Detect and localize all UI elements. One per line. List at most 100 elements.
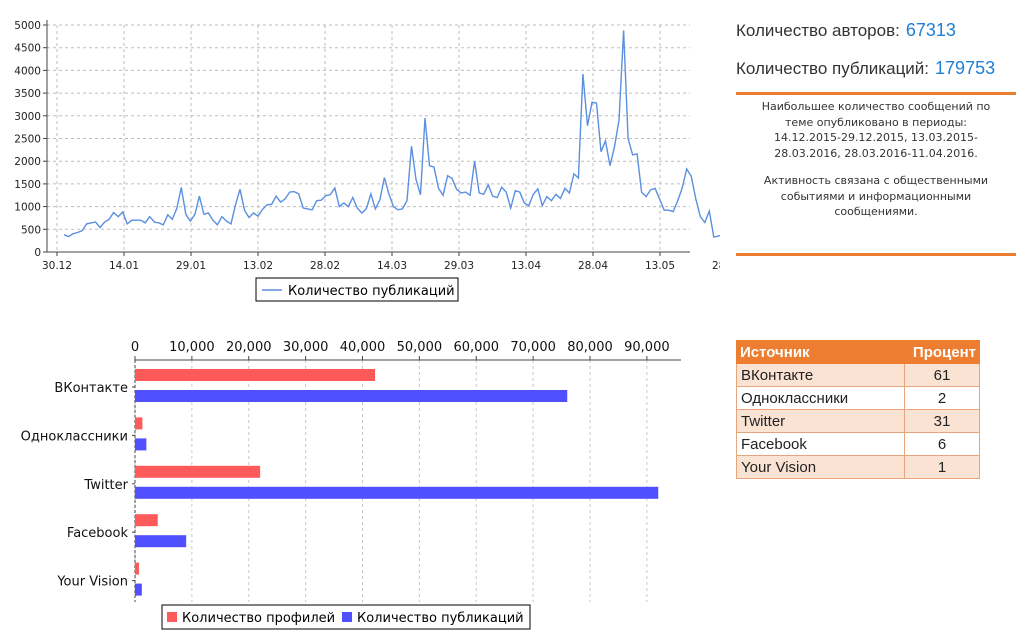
table-cell-percent: 1 (904, 455, 980, 479)
info-line: теме опубликовано в периоды: (785, 115, 967, 129)
x-tick-label: 13.05 (645, 260, 675, 272)
y-tick-label: 2500 (14, 134, 41, 146)
bar-chart-legend: Количество профилей Количество публикаци… (161, 604, 531, 630)
line-chart-x-ticks: 30.12 14.01 29.01 13.02 28.02 14.03 29.03 13.04… (42, 252, 720, 272)
publications-stat: Количество публикаций: 179753 (736, 58, 1018, 81)
x-tick-label: 13.04 (511, 260, 541, 272)
x-tick-label: 10,000 (169, 340, 215, 355)
y-tick-label: 4000 (14, 65, 41, 77)
x-tick-label: 29.03 (444, 260, 474, 272)
x-tick-label: 50,000 (397, 340, 443, 355)
bar-profiles (135, 417, 143, 430)
y-tick-label: 3000 (14, 111, 41, 123)
x-tick-label: 28.02 (310, 260, 340, 272)
authors-value: 67313 (905, 20, 956, 40)
bar-chart-x-ticks: 0 10,000 20,000 30,000 40,000 50,000 60,000 70,… (131, 340, 670, 360)
publications-value: 179753 (935, 58, 996, 78)
source-percent-table: Источник Процент ВКонтакте 61 Одноклассн… (736, 340, 980, 479)
x-tick-label: 80,000 (567, 340, 613, 355)
x-tick-label: 14.01 (109, 260, 139, 272)
legend-label-publications: Количество публикаций (357, 611, 524, 626)
table-cell-source: Twitter (736, 409, 905, 433)
info-line: событиями и информационными (780, 189, 972, 203)
x-tick-label: 30,000 (283, 340, 329, 355)
x-tick-label: 28.04 (578, 260, 608, 272)
table-cell-source: Facebook (736, 432, 905, 456)
table-cell-percent: 6 (904, 432, 980, 456)
legend-label-profiles: Количество профилей (182, 611, 335, 626)
series-line-publications (63, 30, 720, 238)
legend-label-publications: Количество публикаций (288, 284, 455, 299)
line-chart-axes (46, 20, 690, 253)
bar-publications (135, 486, 659, 499)
x-tick-label: 29.01 (176, 260, 206, 272)
authors-label: Количество авторов: (736, 21, 900, 40)
bar-chart-bars (135, 369, 659, 596)
table-cell-percent: 61 (904, 363, 980, 387)
table-cell-percent: 31 (904, 409, 980, 433)
line-chart-legend: Количество публикаций (255, 277, 459, 302)
bar-profiles (135, 562, 139, 575)
table-row: Facebook 6 (736, 432, 980, 456)
x-tick-label: 14.03 (377, 260, 407, 272)
category-label: Facebook (67, 526, 129, 541)
table-header-row: Источник Процент (736, 340, 980, 364)
header-percent: Процент (904, 340, 980, 364)
info-paragraph-peaks: Наибольшее количество сообщений по теме … (746, 99, 1006, 161)
publications-label: Количество публикаций: (736, 59, 930, 78)
table-row: Your Vision 1 (736, 455, 980, 479)
x-tick-label: 40,000 (340, 340, 386, 355)
bar-chart-categories: ВКонтакте Одноклассники Twitter Facebook You… (21, 381, 135, 590)
category-label: Twitter (83, 478, 128, 493)
info-line: 14.12.2015-29.12.2015, 13.03.2015- (774, 131, 978, 144)
info-line: Активность связана с общественными (763, 174, 989, 187)
x-tick-label: 70,000 (510, 340, 556, 355)
bar-profiles (135, 465, 261, 478)
y-tick-label: 2000 (14, 156, 41, 168)
table-row: Одноклассники 2 (736, 386, 980, 410)
legend-swatch-profiles (167, 612, 177, 622)
x-tick-label: 0 (131, 340, 139, 355)
authors-stat: Количество авторов: 67313 (736, 20, 1018, 43)
header-source: Источник (736, 340, 905, 364)
x-tick-label: 60,000 (454, 340, 500, 355)
y-tick-label: 3500 (14, 88, 41, 100)
bar-publications (135, 438, 147, 451)
x-tick-label: 30.12 (42, 260, 72, 272)
category-label: Your Vision (56, 575, 128, 590)
bar-profiles (135, 514, 158, 527)
x-tick-label: 13.02 (243, 260, 273, 272)
category-label: ВКонтакте (54, 381, 128, 396)
y-tick-label: 0 (34, 247, 41, 259)
bar-publications (135, 535, 187, 548)
y-tick-label: 1000 (14, 202, 41, 214)
legend-swatch-publications (342, 612, 352, 622)
info-box: Наибольшее количество сообщений по теме … (736, 92, 1016, 256)
bar-publications (135, 390, 568, 402)
x-tick-label: 20,000 (226, 340, 272, 355)
table-row: Twitter 31 (736, 409, 980, 433)
category-label: Одноклассники (21, 429, 128, 444)
table-row: ВКонтакте 61 (736, 363, 980, 387)
info-line: 28.03.2016, 28.03.2016-11.04.2016. (774, 146, 978, 160)
table-cell-source: ВКонтакте (736, 363, 905, 387)
table-cell-percent: 2 (904, 386, 980, 410)
line-chart-y-ticks: 0 500 1000 1500 2000 2500 3000 3500 4000 4500 5000 (14, 20, 47, 259)
info-line: сообщениями. (834, 205, 918, 218)
sources-bar-chart: 0 10,000 20,000 30,000 40,000 50,000 60,000 70,… (21, 340, 681, 630)
y-tick-label: 500 (21, 224, 41, 236)
stats-panel: Количество авторов: 67313 Количество публ… (736, 20, 1018, 81)
publications-line-chart: 0 500 1000 1500 2000 2500 3000 3500 4000 4500 5000… (14, 20, 720, 302)
bar-publications (135, 583, 142, 596)
y-tick-label: 4500 (14, 43, 41, 55)
info-paragraph-activity: Активность связана с общественными событ… (746, 173, 1006, 220)
x-tick-label: 28.05 (712, 260, 720, 272)
info-line: Наибольшее количество сообщений по (761, 100, 991, 113)
table-cell-source: Одноклассники (736, 386, 905, 410)
bar-profiles (135, 369, 376, 381)
line-chart-grid (47, 24, 690, 252)
y-tick-label: 1500 (14, 179, 41, 191)
y-tick-label: 5000 (14, 20, 41, 32)
x-tick-label: 90,000 (624, 340, 670, 355)
table-cell-source: Your Vision (736, 455, 905, 479)
